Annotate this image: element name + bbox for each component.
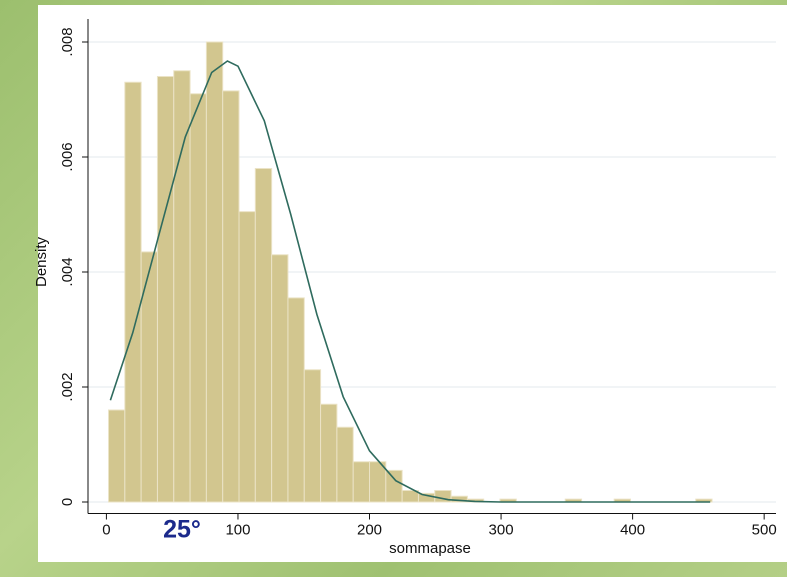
bar bbox=[173, 70, 191, 503]
bar bbox=[205, 41, 224, 503]
bar bbox=[303, 369, 322, 503]
bar bbox=[108, 409, 126, 503]
y-axis-label: Density bbox=[33, 236, 50, 287]
y-tick-label: .004 bbox=[59, 257, 76, 286]
bar bbox=[385, 469, 403, 503]
y-tick-label: .006 bbox=[59, 142, 76, 171]
bar bbox=[189, 93, 207, 503]
bar bbox=[124, 81, 142, 503]
x-axis-label: sommapase bbox=[389, 540, 471, 557]
bar bbox=[401, 490, 419, 503]
density-curve bbox=[109, 60, 711, 503]
x-tick-label: 0 bbox=[102, 521, 110, 538]
bar bbox=[156, 76, 175, 503]
annotation: 25° bbox=[163, 516, 201, 544]
bar bbox=[254, 168, 273, 503]
x-tick-label: 300 bbox=[489, 521, 514, 538]
bar bbox=[287, 297, 305, 503]
bar bbox=[320, 403, 338, 503]
bar bbox=[352, 461, 371, 503]
x-tick-label: 200 bbox=[357, 521, 382, 538]
bar bbox=[336, 426, 354, 503]
x-tick-label: 100 bbox=[225, 521, 250, 538]
y-tick-label: 0 bbox=[59, 498, 76, 506]
bar bbox=[271, 254, 289, 503]
y-tick-label: .002 bbox=[59, 372, 76, 401]
x-tick-label: 500 bbox=[752, 521, 777, 538]
y-tick-label: .008 bbox=[59, 27, 76, 56]
bar bbox=[222, 90, 240, 503]
bar bbox=[238, 211, 256, 503]
x-tick-label: 400 bbox=[620, 521, 645, 538]
